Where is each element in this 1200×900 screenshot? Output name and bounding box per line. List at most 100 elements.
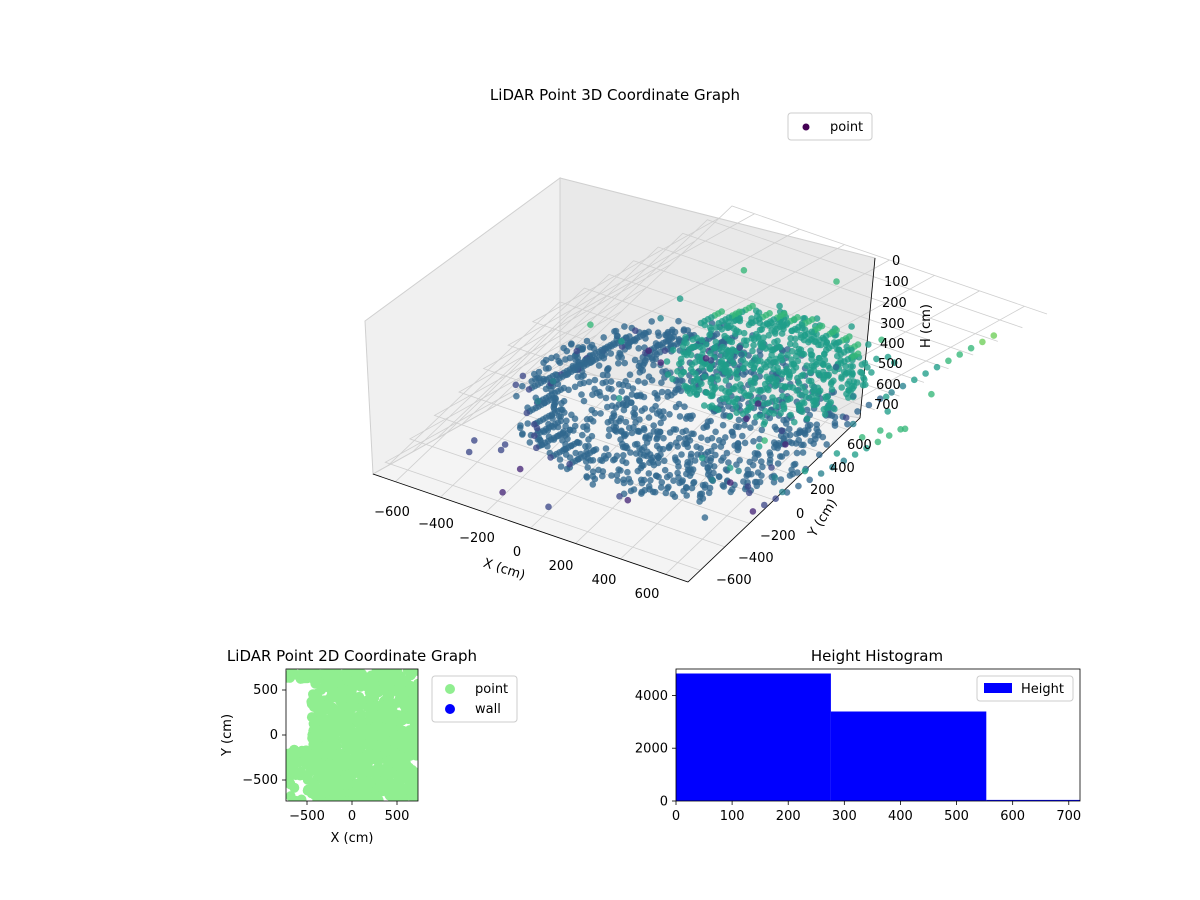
- scatter-point-3d: [705, 489, 713, 497]
- scatter-point-3d: [615, 360, 622, 367]
- scatter-point-3d: [602, 445, 610, 452]
- scatter-point-3d: [745, 489, 753, 497]
- scatter-point-3d: [599, 379, 606, 387]
- scatter-point-3d: [810, 440, 817, 448]
- scatter-point-3d: [723, 449, 731, 457]
- scatter-point-3d: [610, 412, 618, 420]
- scatter-point-3d: [589, 481, 597, 488]
- scatter-point-3d: [595, 466, 602, 474]
- scatter-point-3d: [848, 372, 856, 379]
- z-tick-label: 600: [876, 378, 901, 393]
- x-tick-label: 600: [635, 587, 660, 602]
- scatter-point-3d: [729, 432, 737, 439]
- scatter-point-3d: [854, 408, 861, 415]
- y-tick-label: 600: [847, 438, 872, 453]
- scatter-point-2d: [386, 735, 397, 746]
- scatter-point-3d: [761, 361, 768, 368]
- scatter-point-3d: [612, 404, 620, 411]
- scatter-point-3d: [584, 464, 591, 471]
- scatter-point-3d: [610, 456, 617, 464]
- scatter-point-3d: [831, 419, 839, 427]
- scatter-point-3d: [831, 405, 838, 413]
- scatter-point-3d: [614, 477, 621, 485]
- scatter-point-2d: [319, 682, 330, 693]
- scatter-point-3d: [622, 459, 630, 467]
- scatter-point-3d: [765, 332, 772, 339]
- scatter-point-3d: [689, 368, 697, 376]
- scatter-point-3d: [808, 351, 816, 359]
- scatter-point-3d: [499, 489, 506, 496]
- scatter-point-3d: [722, 363, 729, 370]
- scatter-point-3d: [708, 375, 715, 383]
- scatter-point-3d: [788, 466, 795, 474]
- scatter-point-3d: [734, 440, 742, 448]
- legend-histogram-label: Height: [1021, 682, 1064, 697]
- scatter-point-3d: [624, 468, 631, 476]
- scatter-point-3d: [698, 336, 706, 344]
- grid-line: [384, 357, 701, 571]
- scatter-point-3d: [566, 354, 574, 362]
- scatter-point-3d: [618, 338, 625, 345]
- legend-2d-wall-marker: [445, 704, 455, 714]
- scatter-point-3d: [794, 348, 801, 356]
- scatter-point-3d: [513, 392, 520, 400]
- scatter-point-3d: [621, 323, 628, 330]
- scatter-point-3d: [873, 355, 880, 363]
- scatter-point-3d: [803, 362, 810, 370]
- scatter-point-3d: [660, 434, 667, 442]
- scatter-point-3d: [825, 344, 833, 352]
- scatter-point-3d: [628, 399, 635, 406]
- scatter-point-2d: [286, 791, 296, 801]
- scatter-point-3d: [721, 332, 728, 340]
- scatter-point-3d: [566, 426, 574, 434]
- scatter-point-2d: [350, 675, 361, 686]
- scatter-point-3d: [750, 438, 757, 445]
- scatter-point-3d: [666, 471, 674, 479]
- scatter-point-2d: [354, 718, 365, 729]
- scatter-point-3d: [545, 364, 552, 372]
- scatter-point-2d: [371, 764, 382, 775]
- scatter-point-3d: [693, 375, 701, 382]
- scatter-point-2d: [286, 758, 293, 769]
- scatter-point-3d: [727, 479, 734, 486]
- scatter-point-3d: [519, 431, 526, 438]
- x-tick-label: 600: [1000, 809, 1025, 824]
- scatter-point-3d: [772, 359, 780, 366]
- scatter-point-3d: [884, 353, 892, 361]
- scatter-point-3d: [661, 466, 669, 474]
- legend-histogram: Height: [976, 675, 1074, 702]
- scatter-point-3d: [560, 397, 568, 405]
- scatter-point-3d: [676, 295, 684, 303]
- legend-2d-point-label: point: [475, 682, 508, 697]
- x-tick-labels-2d: −500 0 500: [289, 809, 409, 824]
- scatter-point-3d: [845, 386, 852, 394]
- scatter-point-3d: [583, 337, 591, 345]
- scatter-point-3d: [707, 324, 714, 331]
- scatter-point-3d: [650, 422, 657, 429]
- scatter-point-3d: [681, 339, 688, 346]
- scatter-point-3d: [868, 369, 875, 376]
- y-tick-label: 500: [253, 683, 278, 698]
- scatter-point-3d: [523, 409, 531, 417]
- scatter-point-3d: [776, 302, 783, 310]
- y-axis-label-2d: Y (cm): [220, 714, 235, 757]
- scatter-point-3d: [713, 330, 721, 338]
- scatter-point-3d: [675, 463, 682, 470]
- legend-3d-frame: [787, 112, 873, 141]
- scatter-point-3d: [652, 472, 660, 480]
- scatter-point-3d: [739, 432, 746, 440]
- scatter-point-3d: [618, 343, 626, 350]
- scatter-point-2d: [400, 675, 411, 686]
- scatter-point-3d: [851, 451, 859, 458]
- scatter-point-3d: [922, 370, 929, 377]
- scatter-point-3d: [726, 413, 733, 421]
- scatter-point-3d: [534, 398, 541, 405]
- scatter-point-2d: [303, 669, 314, 678]
- scatter-point-3d: [766, 414, 774, 422]
- scatter-point-2d: [360, 756, 371, 767]
- scatter-point-3d: [589, 468, 597, 476]
- scatter-point-3d: [549, 378, 557, 385]
- scatter-point-3d: [677, 387, 685, 395]
- scatter-point-3d: [605, 365, 612, 372]
- scatter-point-3d: [753, 413, 760, 421]
